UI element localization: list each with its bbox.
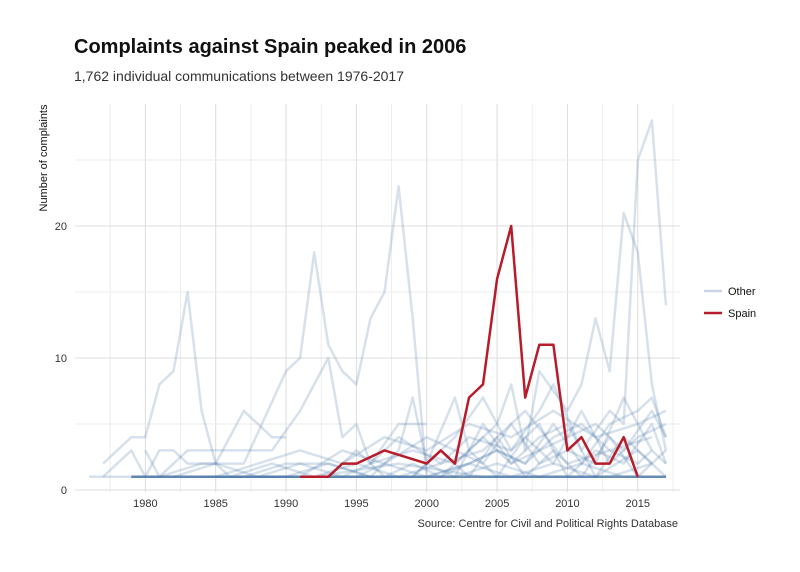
legend-label-other: Other	[728, 286, 756, 298]
chart-title: Complaints against Spain peaked in 2006	[74, 36, 467, 58]
x-tick-label: 1990	[274, 498, 298, 510]
other-series-line	[159, 211, 668, 479]
other-series-line	[314, 409, 668, 479]
x-tick-label: 1995	[344, 498, 368, 510]
legend-label-spain: Spain	[728, 308, 756, 320]
y-tick-label: 20	[55, 221, 67, 233]
other-series-line	[369, 422, 668, 479]
x-tick-label: 2000	[415, 498, 439, 510]
other-series-line	[131, 185, 428, 479]
other-series-line	[102, 409, 286, 479]
x-tick-label: 1980	[133, 498, 157, 510]
other-series-line	[102, 290, 286, 479]
other-series-line	[229, 409, 653, 479]
legend: Other Spain	[704, 286, 756, 320]
chart-caption: Source: Centre for Civil and Political R…	[417, 518, 678, 530]
other-series-line	[355, 396, 654, 478]
x-tick-label: 2010	[555, 498, 579, 510]
y-tick-label: 0	[61, 485, 67, 497]
y-tick-label: 10	[55, 353, 67, 365]
other-series-line	[215, 409, 667, 478]
other-series-group	[89, 119, 668, 479]
grid-lines	[75, 104, 680, 492]
x-tick-label: 2005	[485, 498, 509, 510]
x-axis-ticks: 1980 1985 1990 1995 2000 2005 2010 2015	[133, 498, 650, 510]
spain-series-line	[300, 224, 639, 479]
other-series-line	[144, 356, 427, 479]
y-axis-title: Number of complaints	[38, 104, 50, 211]
y-axis-ticks: 0 10 20	[55, 221, 67, 497]
chart-subtitle: 1,762 individual communications between …	[74, 68, 404, 84]
x-tick-label: 1985	[203, 498, 227, 510]
x-tick-label: 2015	[626, 498, 650, 510]
other-series-line	[257, 449, 667, 479]
other-series-line	[426, 422, 653, 479]
spain-series-group	[300, 224, 639, 479]
